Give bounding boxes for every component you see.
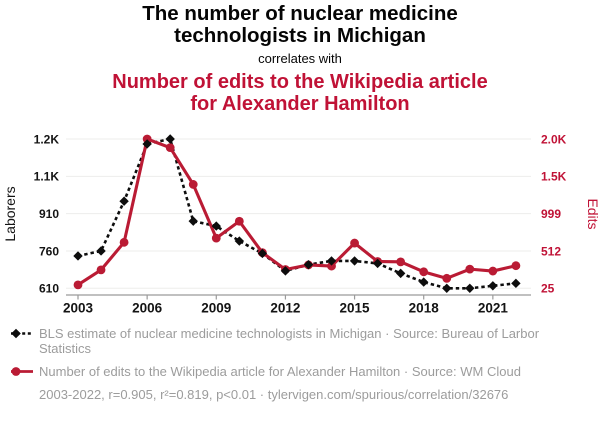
legend-label-series2: Number of edits to the Wikipedia article…: [39, 363, 521, 379]
correlates-with-text: correlates with: [258, 51, 342, 66]
x-axis-tick-label: 2021: [478, 301, 509, 316]
right-axis-tick-label: 25: [541, 282, 555, 296]
right-axis-tick-label: 512: [541, 244, 561, 258]
series1-point: [419, 277, 429, 287]
series1-point: [303, 259, 314, 270]
x-axis-tick-label: 2018: [409, 301, 440, 316]
series2-point: [350, 238, 359, 248]
series1-point: [326, 256, 337, 266]
series1-point: [395, 268, 406, 279]
series1-point: [188, 216, 198, 226]
x-axis-tick-label: 2012: [270, 301, 300, 316]
series1-point: [165, 134, 175, 144]
left-axis-title: Laborers: [2, 186, 18, 241]
series2-point: [327, 261, 336, 271]
x-axis-tick-label: 2006: [132, 301, 163, 316]
series1-point: [96, 246, 106, 256]
black-dashed-diamond-marker-icon: [11, 328, 33, 339]
series2-point: [96, 265, 106, 275]
series2-point: [442, 273, 452, 283]
series2-point: [396, 257, 406, 267]
series1-point: [119, 196, 129, 206]
red-solid-circle-marker-icon: [11, 367, 33, 376]
series2-point: [119, 237, 129, 247]
left-axis-tick-label: 910: [39, 207, 59, 221]
chart-title-secondary: Number of edits to the Wikipedia article…: [112, 71, 488, 115]
left-axis-tick-label: 1.1K: [34, 170, 60, 184]
chart-plot-area: Laborers Edits 610 25 760 512 910 999 1.1K 1.5K…: [2, 132, 600, 316]
legend-row-series1: BLS estimate of nuclear medicine technol…: [8, 326, 594, 356]
series2-point: [488, 266, 498, 276]
left-axis-tick-label: 760: [39, 244, 59, 258]
series1-point: [511, 278, 521, 289]
chart-title-primary: The number of nuclear medicine technolog…: [142, 2, 458, 47]
legend-footnote: 2003-2022, r=0.905, r²=0.819, p<0.01 · t…: [39, 386, 509, 402]
legend: BLS estimate of nuclear medicine technol…: [8, 326, 594, 402]
right-axis-tick-label: 2.0K: [541, 132, 567, 146]
series2-point: [188, 180, 198, 189]
series2-point: [211, 233, 221, 243]
series2-point: [234, 216, 244, 226]
series1-point: [280, 266, 291, 276]
series1-point: [442, 283, 452, 293]
series1-point: [465, 283, 475, 293]
right-axis-tick-label: 999: [541, 207, 561, 221]
legend-row-series2: Number of edits to the Wikipedia article…: [8, 364, 594, 379]
left-axis-tick-label: 610: [39, 282, 59, 296]
right-axis-tick-label: 1.5K: [541, 170, 567, 184]
series1-point: [257, 248, 268, 259]
x-axis-tick-label: 2015: [340, 301, 371, 316]
right-axis-title: Edits: [585, 198, 600, 229]
x-axis-tick-label: 2003: [63, 301, 94, 316]
x-axis-tick-label: 2009: [201, 301, 231, 316]
series1-point: [488, 281, 498, 291]
series1-point: [234, 236, 245, 246]
series2-point: [142, 134, 152, 144]
series1-point: [211, 221, 221, 231]
series2-point: [165, 143, 175, 153]
series2-line: [77, 137, 517, 287]
series1-point: [372, 258, 383, 269]
legend-label-series1: BLS estimate of nuclear medicine technol…: [39, 326, 540, 357]
left-axis-tick-label: 1.2K: [34, 132, 60, 146]
series2-point: [511, 261, 521, 271]
series2-point: [465, 264, 475, 274]
series1-point: [142, 139, 152, 149]
series1-point: [73, 251, 83, 261]
series2-point: [73, 280, 83, 290]
series1-point: [349, 256, 360, 266]
series2-point: [419, 267, 429, 277]
